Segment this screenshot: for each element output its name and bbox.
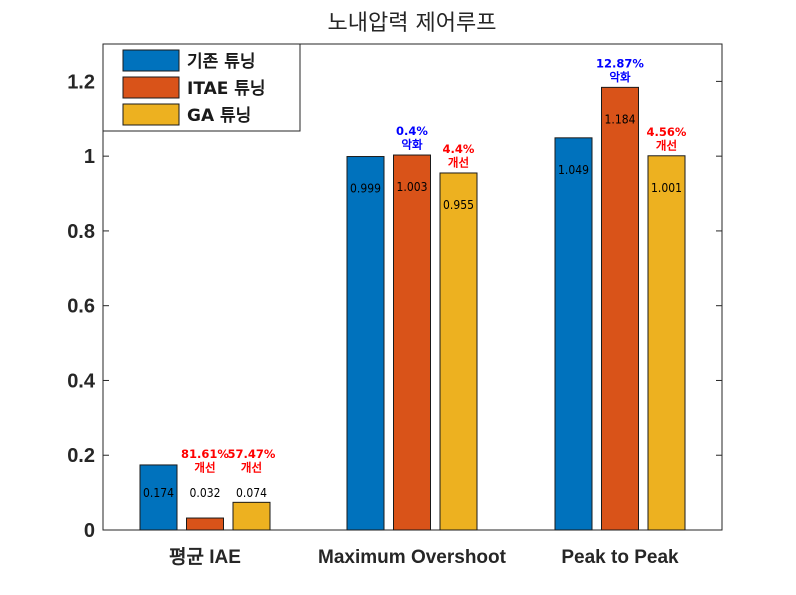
- bar: [346, 156, 385, 531]
- annotation-label: 57.47%: [228, 447, 276, 461]
- data-label: 0.032: [190, 486, 221, 500]
- bar: [232, 501, 271, 531]
- y-tick-label: 1: [84, 146, 95, 168]
- x-tick-label: 평균 IAE: [169, 546, 241, 568]
- bar: [554, 137, 593, 531]
- annotation-label: 81.61%: [181, 447, 229, 461]
- data-label: 1.184: [605, 112, 636, 126]
- data-label: 1.003: [397, 180, 428, 194]
- annotation-label: 개선: [194, 461, 215, 475]
- data-label: 0.074: [236, 486, 267, 500]
- legend-swatch: [122, 103, 180, 126]
- annotation-label: 0.4%: [396, 124, 428, 138]
- annotation-label: 개선: [448, 155, 469, 169]
- legend-label: ITAE 튜닝: [187, 79, 266, 99]
- annotation-label: 개선: [241, 461, 262, 475]
- data-label: 1.049: [558, 163, 589, 177]
- y-tick-label: 0: [84, 520, 95, 542]
- annotation-label: 4.4%: [443, 142, 475, 156]
- legend-label: 기존 튜닝: [187, 52, 255, 72]
- data-label: 0.955: [443, 198, 474, 212]
- y-tick-label: 0.4: [67, 370, 96, 392]
- legend-label: GA 튜닝: [187, 106, 251, 126]
- annotation-label: 4.56%: [647, 125, 687, 139]
- x-tick-label: Peak to Peak: [561, 547, 679, 568]
- data-label: 1.001: [651, 181, 682, 195]
- bar: [393, 154, 431, 531]
- annotation-label: 악화: [609, 70, 631, 84]
- legend-swatch: [122, 49, 180, 72]
- x-tick-label: Maximum Overshoot: [318, 547, 507, 568]
- y-tick-label: 0.6: [67, 296, 95, 318]
- data-label: 0.999: [350, 182, 381, 196]
- chart-title: 노내압력 제어루프: [328, 11, 497, 36]
- y-tick-label: 1.2: [67, 71, 95, 93]
- annotation-label: 12.87%: [596, 56, 644, 70]
- annotation-label: 개선: [656, 138, 677, 152]
- bar: [647, 155, 686, 531]
- y-tick-label: 0.8: [67, 221, 95, 243]
- bar: [601, 86, 639, 531]
- data-label: 0.174: [143, 486, 174, 500]
- bar: [139, 464, 178, 531]
- bar: [439, 172, 478, 531]
- legend-swatch: [122, 76, 180, 99]
- y-tick-label: 0.2: [67, 445, 95, 467]
- bar: [186, 517, 224, 531]
- annotation-label: 악화: [401, 138, 423, 152]
